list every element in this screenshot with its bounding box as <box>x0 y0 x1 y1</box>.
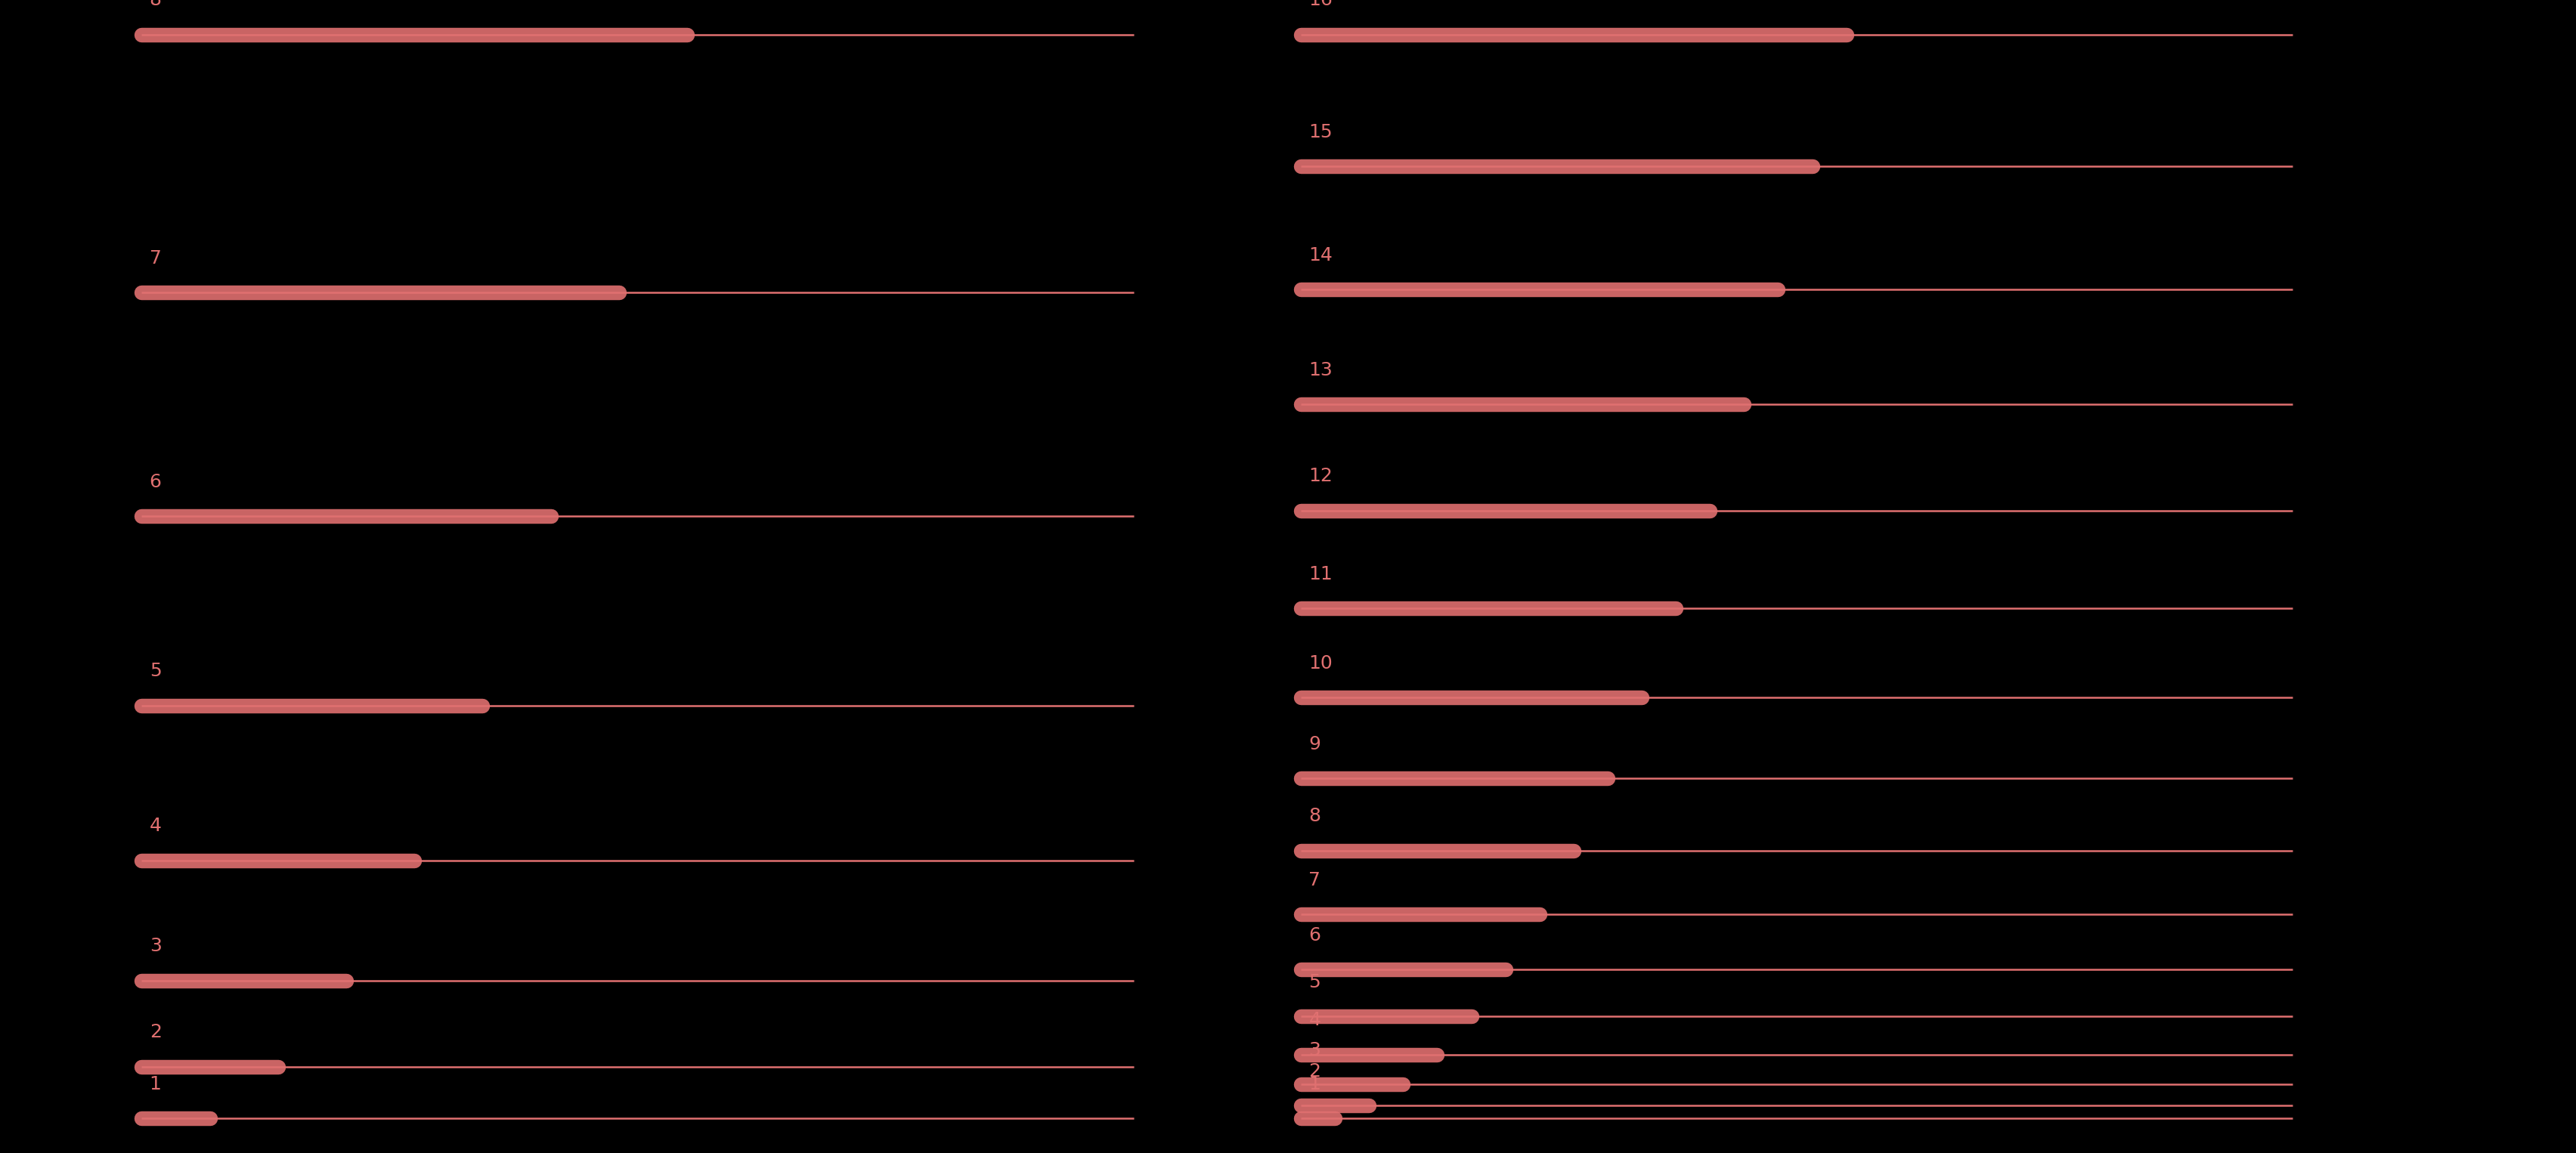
Text: 13: 13 <box>1309 361 1332 379</box>
Text: 3: 3 <box>149 937 162 956</box>
Text: 4: 4 <box>1309 1011 1321 1030</box>
Text: 2: 2 <box>149 1024 162 1041</box>
Text: 8: 8 <box>149 0 162 9</box>
Text: 12: 12 <box>1309 467 1332 485</box>
Text: 5: 5 <box>1309 973 1321 992</box>
Text: 7: 7 <box>149 249 162 267</box>
Text: 8: 8 <box>1309 807 1321 826</box>
Text: 1: 1 <box>149 1075 162 1093</box>
Text: 4: 4 <box>149 816 162 835</box>
Text: 6: 6 <box>1309 926 1321 944</box>
Text: 11: 11 <box>1309 565 1332 583</box>
Text: 3: 3 <box>1309 1041 1321 1060</box>
Text: 15: 15 <box>1309 123 1332 141</box>
Text: 1: 1 <box>1309 1075 1321 1093</box>
Text: 14: 14 <box>1309 246 1332 264</box>
Text: 6: 6 <box>149 473 162 491</box>
Text: 7: 7 <box>1309 871 1321 889</box>
Text: 5: 5 <box>149 662 162 680</box>
Text: 16: 16 <box>1309 0 1332 9</box>
Text: 9: 9 <box>1309 734 1321 753</box>
Text: 10: 10 <box>1309 654 1332 672</box>
Text: 2: 2 <box>1309 1062 1321 1080</box>
